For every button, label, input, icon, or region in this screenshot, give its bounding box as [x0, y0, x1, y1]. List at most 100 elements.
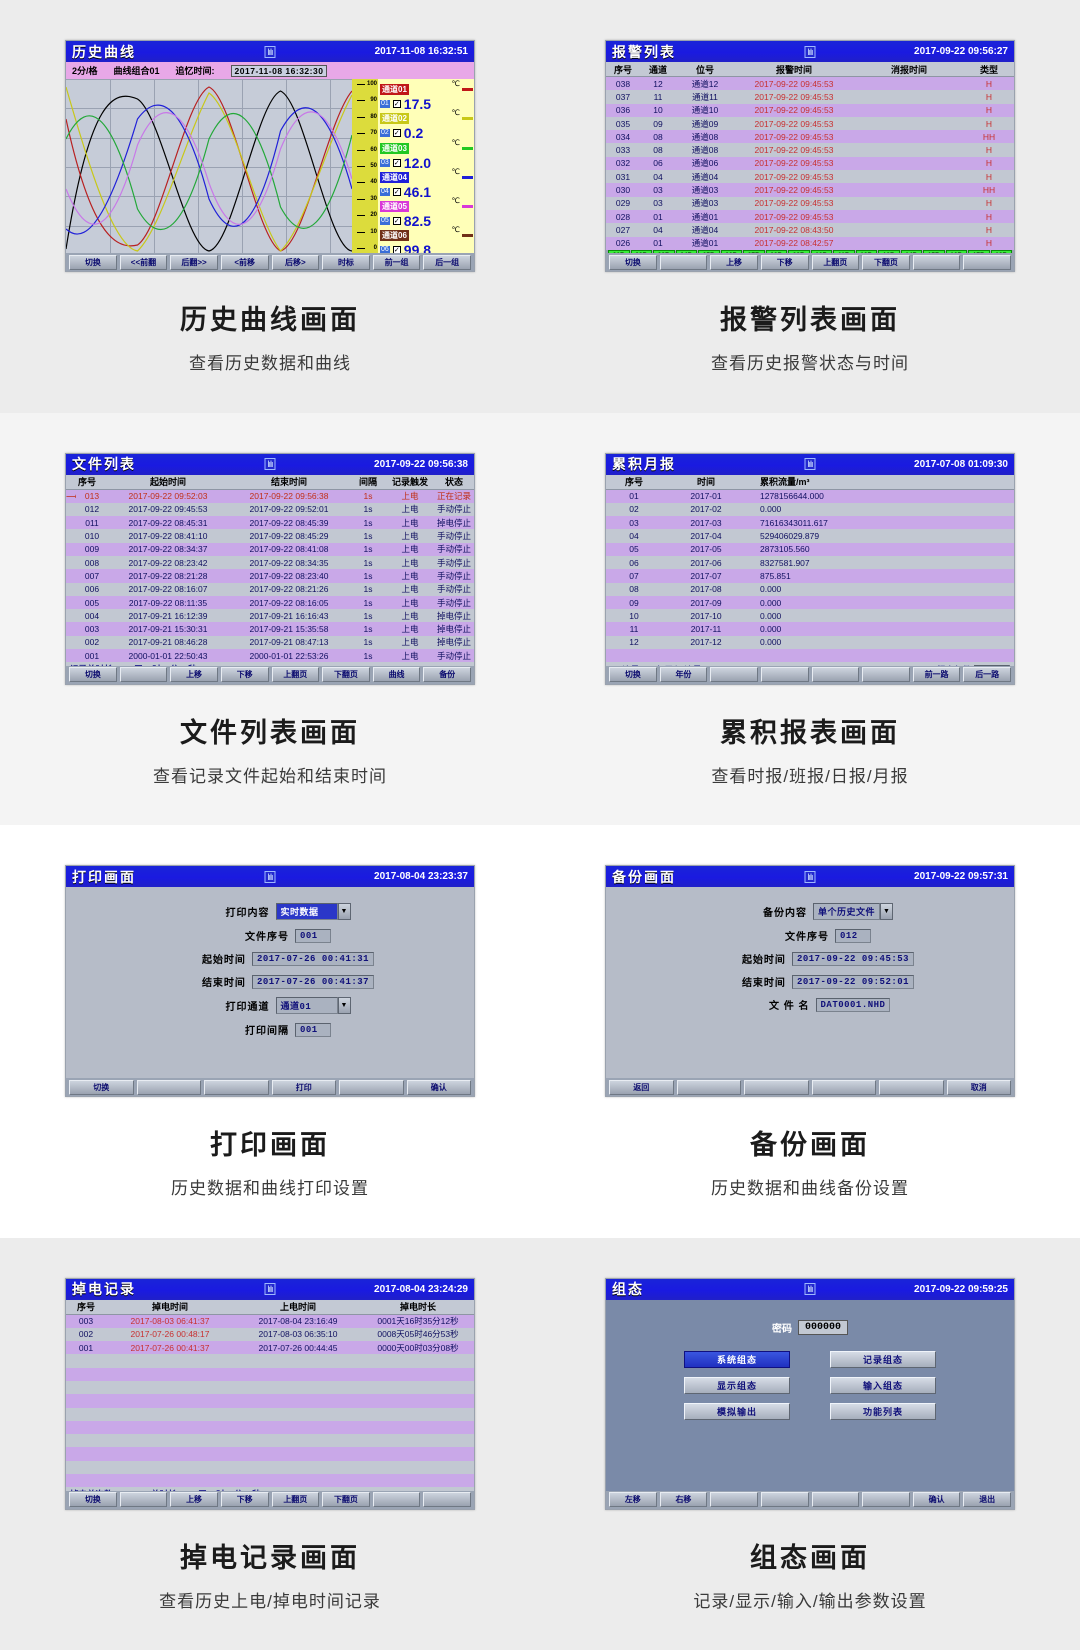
channel-row[interactable]: 通道03 ℃ 03 ✓ 12.0	[378, 138, 474, 170]
table-row[interactable]: 030 03 通道03 2017-09-22 09:45:53 HH	[606, 183, 1014, 197]
toolbar-button-5[interactable]: 下翻页	[862, 254, 910, 270]
table-row[interactable]: 003 2017-08-03 06:41:37 2017-08-04 23:16:4…	[66, 1314, 474, 1328]
toolbar-button-0[interactable]: 切换	[69, 1492, 117, 1507]
toolbar-button-4[interactable]: 上翻页	[271, 667, 320, 682]
toolbar-button-6[interactable]: 确认	[912, 1492, 961, 1507]
toolbar-button-0[interactable]: 切换	[69, 254, 117, 270]
field-value[interactable]: 实时数据	[275, 903, 338, 920]
table-row[interactable]: 12 2017-12 0.000	[606, 635, 1014, 650]
field-value[interactable]: 012	[835, 928, 871, 943]
toolbar-button-3[interactable]: 打印	[271, 1079, 336, 1095]
table-row[interactable]: 002 2017-07-26 00:48:17 2017-08-03 06:35:1…	[66, 1327, 474, 1342]
toolbar-button-1[interactable]: 年份	[659, 667, 708, 682]
chevron-down-icon[interactable]: ▼	[880, 903, 893, 920]
toolbar-button-2[interactable]: 上移	[710, 254, 758, 270]
toolbar-button-4[interactable]: 后移>	[271, 254, 320, 270]
config-menu-button[interactable]: 输入组态	[830, 1376, 936, 1394]
toolbar-button-5[interactable]: 确认	[406, 1079, 471, 1095]
channel-row[interactable]: 通道04 ℃ 04 ✓ 46.1	[378, 167, 474, 199]
table-row[interactable]: 004 2017-09-21 16:12:39 2017-09-21 16:16:4…	[66, 609, 474, 623]
table-row[interactable]: 011 2017-09-22 08:45:31 2017-09-22 08:45:3…	[66, 516, 474, 530]
table-row[interactable]: 04 2017-04 529406029.879	[606, 529, 1014, 543]
toolbar-button-5[interactable]: 时标	[322, 254, 370, 270]
field-value[interactable]: 001	[295, 928, 331, 943]
table-row[interactable]: 026 01 通道01 2017-09-22 08:42:57 H	[606, 236, 1014, 250]
table-row[interactable]: 037 11 通道11 2017-09-22 09:45:53 H	[606, 90, 1014, 104]
table-row[interactable]: ⟶ 013 2017-09-22 09:52:03 2017-09-22 09:56:…	[66, 489, 474, 503]
field-value[interactable]: 001	[295, 1022, 331, 1037]
field-value[interactable]: 通道01	[275, 997, 338, 1014]
table-row[interactable]: 03 2017-03 71616343011.617	[606, 516, 1014, 530]
toolbar-button-0[interactable]: 切换	[609, 254, 657, 270]
password-input[interactable]: 000000	[797, 1319, 848, 1335]
toolbar-button-7[interactable]: 后一路	[963, 667, 1011, 682]
table-row[interactable]: 033 08 通道08 2017-09-22 09:45:53 H	[606, 143, 1014, 157]
toolbar-button-2[interactable]: 上移	[170, 667, 218, 682]
table-row[interactable]: 009 2017-09-22 08:34:37 2017-09-22 08:41:0…	[66, 542, 474, 556]
toolbar-button-6[interactable]: 前一组	[372, 254, 421, 270]
field-value[interactable]: 2017-07-26 00:41:37	[251, 974, 375, 989]
toolbar-button-0[interactable]: 切换	[69, 1079, 134, 1095]
table-row[interactable]: 002 2017-09-21 08:46:28 2017-09-21 08:47:1…	[66, 635, 474, 650]
table-row[interactable]: 001 2000-01-01 22:50:43 2000-01-01 22:53:2…	[66, 649, 474, 663]
toolbar-button-3[interactable]: 下移	[220, 1492, 269, 1507]
toolbar-button-3[interactable]: <前移	[220, 254, 269, 270]
recall-time-value[interactable]: 2017-11-08 16:32:30	[230, 64, 328, 77]
table-row[interactable]: 035 09 通道09 2017-09-22 09:45:53 H	[606, 116, 1014, 131]
field-value[interactable]: 单个历史文件	[812, 903, 880, 920]
table-row[interactable]: 034 08 通道08 2017-09-22 09:45:53 HH	[606, 130, 1014, 144]
toolbar-button-1[interactable]: <<前翻	[119, 254, 168, 270]
table-row[interactable]: 029 03 通道03 2017-09-22 09:45:53 H	[606, 196, 1014, 210]
table-row[interactable]: 09 2017-09 0.000	[606, 595, 1014, 610]
table-row[interactable]: 027 04 通道04 2017-09-22 08:43:50 H	[606, 223, 1014, 237]
table-row[interactable]: 001 2017-07-26 00:41:37 2017-07-26 00:44:4…	[66, 1341, 474, 1355]
table-row[interactable]: 02 2017-02 0.000	[606, 502, 1014, 517]
table-row[interactable]: 06 2017-06 8327581.907	[606, 555, 1014, 570]
toolbar-button-7[interactable]: 备份	[423, 667, 471, 682]
chevron-down-icon[interactable]: ▼	[337, 903, 351, 920]
chevron-down-icon[interactable]: ▼	[337, 997, 351, 1014]
config-menu-button[interactable]: 功能列表	[830, 1402, 936, 1420]
toolbar-button-4[interactable]: 上翻页	[271, 1492, 320, 1507]
table-row[interactable]: 01 2017-01 1278156644.000	[606, 489, 1014, 503]
channel-row[interactable]: 通道05 ℃ 05 ✓ 82.5	[378, 196, 474, 228]
table-row[interactable]: 07 2017-07 875.851	[606, 569, 1014, 583]
table-row[interactable]: 036 10 通道10 2017-09-22 09:45:53 H	[606, 103, 1014, 117]
toolbar-button-2[interactable]: 上移	[170, 1492, 218, 1507]
toolbar-button-1[interactable]: 右移	[659, 1492, 708, 1507]
table-row[interactable]: 08 2017-08 0.000	[606, 582, 1014, 596]
channel-checkbox[interactable]: ✓	[392, 129, 401, 138]
field-select[interactable]: 单个历史文件 ▼	[812, 903, 893, 920]
table-row[interactable]: 10 2017-10 0.000	[606, 609, 1014, 623]
channel-checkbox[interactable]: ✓	[392, 187, 401, 196]
toolbar-button-0[interactable]: 左移	[609, 1492, 657, 1507]
table-row[interactable]: 005 2017-09-22 08:11:35 2017-09-22 08:16:0…	[66, 595, 474, 610]
toolbar-button-5[interactable]: 下翻页	[322, 667, 370, 682]
config-menu-button[interactable]: 记录组态	[830, 1350, 936, 1368]
channel-checkbox[interactable]: ✓	[392, 158, 401, 167]
table-row[interactable]: 012 2017-09-22 09:45:53 2017-09-22 09:52:0…	[66, 502, 474, 517]
toolbar-button-7[interactable]: 退出	[963, 1492, 1011, 1507]
table-row[interactable]: 11 2017-11 0.000	[606, 622, 1014, 636]
toolbar-button-5[interactable]: 取消	[946, 1079, 1011, 1095]
table-row[interactable]: 032 06 通道06 2017-09-22 09:45:53 H	[606, 156, 1014, 171]
channel-row[interactable]: 通道02 ℃ 02 ✓ 0.2	[378, 108, 474, 140]
table-row[interactable]: 003 2017-09-21 15:30:31 2017-09-21 15:35:5…	[66, 622, 474, 636]
table-row[interactable]: 010 2017-09-22 08:41:10 2017-09-22 08:45:2…	[66, 529, 474, 543]
toolbar-button-6[interactable]: 前一路	[912, 667, 961, 682]
channel-checkbox[interactable]: ✓	[392, 100, 401, 108]
channel-row[interactable]: 通道01 ℃ 01 ✓ 17.5	[378, 79, 474, 111]
toolbar-button-0[interactable]: 切换	[69, 667, 117, 682]
table-row[interactable]: 031 04 通道04 2017-09-22 09:45:53 H	[606, 170, 1014, 184]
curve-group-label[interactable]: 曲线组合01	[113, 66, 160, 76]
field-value[interactable]: DAT0001.NHD	[815, 997, 891, 1012]
table-row[interactable]: 007 2017-09-22 08:21:28 2017-09-22 08:23:4…	[66, 569, 474, 583]
curve-plot[interactable]	[66, 79, 352, 255]
config-menu-button[interactable]: 模拟输出	[684, 1402, 790, 1420]
table-row[interactable]: 038 12 通道12 2017-09-22 09:45:53 H	[606, 77, 1014, 91]
config-menu-button[interactable]: 显示组态	[684, 1376, 790, 1394]
field-select[interactable]: 通道01 ▼	[275, 997, 351, 1014]
time-scale-label[interactable]: 2分/格	[72, 66, 98, 76]
channel-row[interactable]: 通道06 ℃ 06 ✓ 99.8	[378, 225, 474, 257]
toolbar-button-2[interactable]: 后翻>>	[170, 254, 218, 270]
